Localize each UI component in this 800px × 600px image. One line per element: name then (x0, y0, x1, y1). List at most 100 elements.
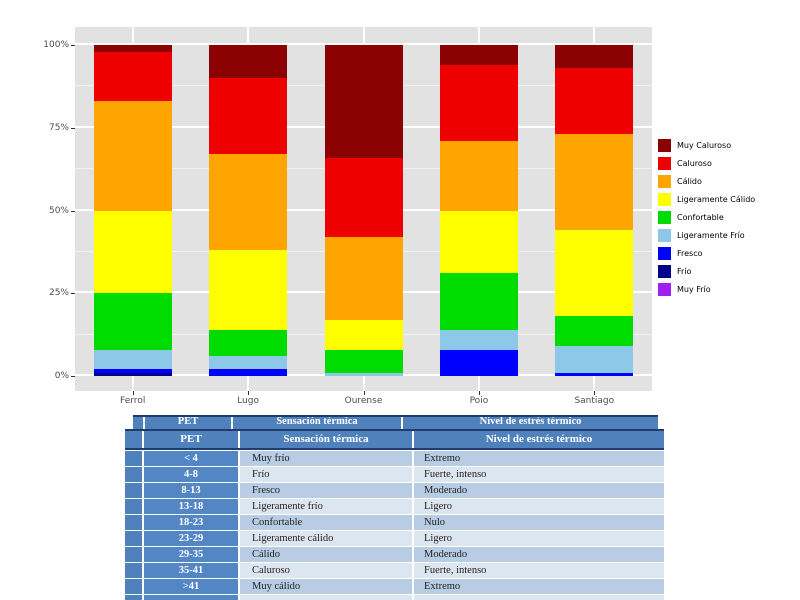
x-tick-mark (248, 391, 250, 395)
x-tick-mark (363, 391, 365, 395)
legend-swatch (658, 228, 671, 242)
legend-label: Muy Frío (677, 284, 711, 294)
y-tick-mark (71, 45, 75, 46)
legend-item: Confortable (658, 208, 755, 226)
bar-segment-ligeramente-cálido (324, 319, 403, 350)
row-margin-cell (125, 563, 142, 578)
bar-segment-cálido (439, 141, 518, 211)
sensacion-value: Fresco (240, 483, 412, 498)
nivel-value: Nulo (414, 515, 664, 530)
header-corner-cell (125, 431, 142, 448)
pet-range: 13-18 (144, 499, 238, 514)
legend-label: Ligeramente Cálido (677, 194, 756, 204)
row-margin-cell (125, 483, 142, 498)
row-margin-cell (125, 579, 142, 594)
legend-item: Caluroso (658, 154, 755, 172)
stacked-bar-poio (439, 45, 518, 376)
bar-segment-ligeramente-cálido (209, 250, 288, 330)
sensacion-value: Cálido (240, 547, 412, 562)
bar-segment-fresco (439, 349, 518, 376)
nivel-value: Moderado (414, 547, 664, 562)
table-row: 29-35 Cálido Moderado (125, 547, 664, 562)
row-margin-cell (125, 467, 142, 482)
sensacion-value: Ligeramente frío (240, 499, 412, 514)
nivel-value: Fuerte, intenso (414, 467, 664, 482)
ghost-header-sensacion: Sensación térmica (233, 417, 401, 431)
bar-segment-ligeramente-frío (324, 372, 403, 376)
chart-legend: Muy Caluroso Caluroso Cálido Ligeramente Cá… (658, 136, 755, 298)
bar-segment-caluroso (439, 64, 518, 142)
pet-range: 35-41 (144, 563, 238, 578)
nivel-value (414, 595, 664, 600)
table-row: 23-29 Ligeramente cálido Ligero (125, 531, 664, 546)
header-nivel: Nivel de estrés térmico (414, 431, 664, 448)
x-tick-mark (594, 391, 596, 395)
x-tick-label: Ferrol (120, 396, 146, 406)
legend-label: Cálido (677, 176, 702, 186)
x-tick-mark (132, 391, 134, 395)
legend-label: Confortable (677, 212, 724, 222)
stacked-bar-lugo (209, 45, 288, 376)
row-margin-cell (125, 547, 142, 562)
legend-item: Ligeramente Cálido (658, 190, 755, 208)
bar-segment-confortable (324, 349, 403, 373)
sensacion-value: Caluroso (240, 563, 412, 578)
x-tick-mark (478, 391, 480, 395)
bar-segment-frío (93, 372, 172, 376)
legend-item: Fresco (658, 244, 755, 262)
legend-swatch (658, 210, 671, 224)
bar-segment-ligeramente-frío (209, 356, 288, 370)
ghost-header-pet: PET (145, 417, 231, 431)
nivel-value: Extremo (414, 451, 664, 466)
bar-segment-ligeramente-cálido (555, 230, 634, 317)
bar-segment-caluroso (555, 68, 634, 135)
legend-label: Muy Caluroso (677, 140, 732, 150)
table-header-row: PET Sensación térmica Nivel de estrés té… (125, 429, 664, 450)
sensacion-value (240, 595, 412, 600)
table-row: 35-41 Caluroso Fuerte, intenso (125, 563, 664, 578)
legend-swatch (658, 156, 671, 170)
x-tick-label: Lugo (237, 396, 259, 406)
table-row: 18-23 Confortable Nulo (125, 515, 664, 530)
bar-segment-confortable (209, 329, 288, 357)
stacked-bar-ourense (324, 45, 403, 376)
table-row-clipped (125, 595, 664, 600)
bar-segment-muy-caluroso (324, 45, 403, 158)
row-margin-cell (125, 531, 142, 546)
table-row: 8-13 Fresco Moderado (125, 483, 664, 498)
header-sensacion: Sensación térmica (240, 431, 412, 448)
table-row: 4-8 Frío Fuerte, intenso (125, 467, 664, 482)
stacked-bar-ferrol (93, 45, 172, 376)
bar-segment-fresco (93, 369, 172, 373)
row-margin-cell (125, 595, 142, 600)
row-margin-cell (125, 451, 142, 466)
bar-segment-ligeramente-frío (93, 349, 172, 370)
row-margin-cell (125, 515, 142, 530)
bar-segment-cálido (209, 154, 288, 251)
sensacion-value: Frío (240, 467, 412, 482)
pet-range: 23-29 (144, 531, 238, 546)
table-row: < 4 Muy frío Extremo (125, 451, 664, 466)
legend-swatch (658, 138, 671, 152)
bar-segment-muy-caluroso (439, 45, 518, 65)
legend-item: Frío (658, 262, 755, 280)
bar-segment-ligeramente-cálido (93, 210, 172, 294)
pet-range: 18-23 (144, 515, 238, 530)
pet-range (144, 595, 238, 600)
legend-label: Frío (677, 266, 692, 276)
x-tick-label: Ourense (344, 396, 383, 406)
bar-segment-cálido (555, 134, 634, 231)
legend-swatch (658, 264, 671, 278)
bar-segment-caluroso (324, 157, 403, 238)
pet-range: < 4 (144, 451, 238, 466)
bar-segment-confortable (555, 316, 634, 347)
bar-segment-cálido (93, 101, 172, 211)
pet-table-clipped-header-row: PET Sensación térmica Nivel de estrés té… (133, 415, 658, 431)
pet-table-main: PET Sensación térmica Nivel de estrés té… (125, 429, 664, 600)
stacked-bar-santiago (555, 45, 634, 376)
sensacion-value: Ligeramente cálido (240, 531, 412, 546)
bar-segment-ligeramente-frío (439, 329, 518, 350)
y-tick-label: 0% (54, 371, 69, 381)
sensacion-value: Confortable (240, 515, 412, 530)
